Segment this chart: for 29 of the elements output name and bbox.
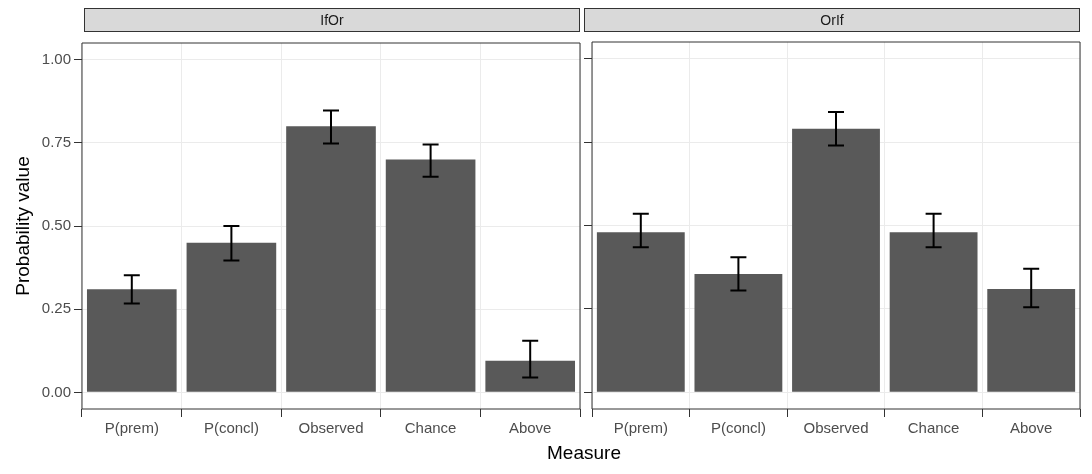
bar	[485, 360, 576, 392]
bar	[889, 232, 978, 392]
x-tick-label: Above	[508, 419, 552, 437]
x-tick-label: Chance	[907, 419, 960, 437]
bar	[792, 128, 880, 392]
y-tick-label: 0.75	[41, 132, 71, 150]
bar	[385, 159, 476, 392]
x-tick-label: Above	[1009, 419, 1053, 437]
y-axis-title: Probability value	[11, 156, 33, 296]
x-tick-label: P(prem)	[104, 419, 159, 437]
y-tick-label: 0.00	[41, 382, 71, 400]
bar	[694, 273, 783, 392]
bar	[186, 242, 277, 392]
chart-title: IfOr	[84, 8, 580, 32]
bar	[86, 289, 177, 392]
bar	[596, 232, 685, 392]
x-tick-label: Observed	[298, 419, 364, 437]
x-tick-label: P(concl)	[203, 419, 259, 437]
x-tick-label: P(concl)	[710, 419, 766, 437]
y-tick-label: 1.00	[41, 49, 71, 67]
x-tick-label: P(prem)	[613, 419, 668, 437]
bar	[286, 126, 376, 392]
chart-title: OrIf	[584, 8, 1080, 32]
x-tick-label: Chance	[404, 419, 457, 437]
bar	[987, 288, 1076, 392]
y-tick-label: 0.50	[41, 216, 71, 234]
x-axis-title: Measure	[546, 442, 622, 464]
x-tick-label: Observed	[803, 419, 869, 437]
y-tick-label: 0.25	[41, 299, 71, 317]
